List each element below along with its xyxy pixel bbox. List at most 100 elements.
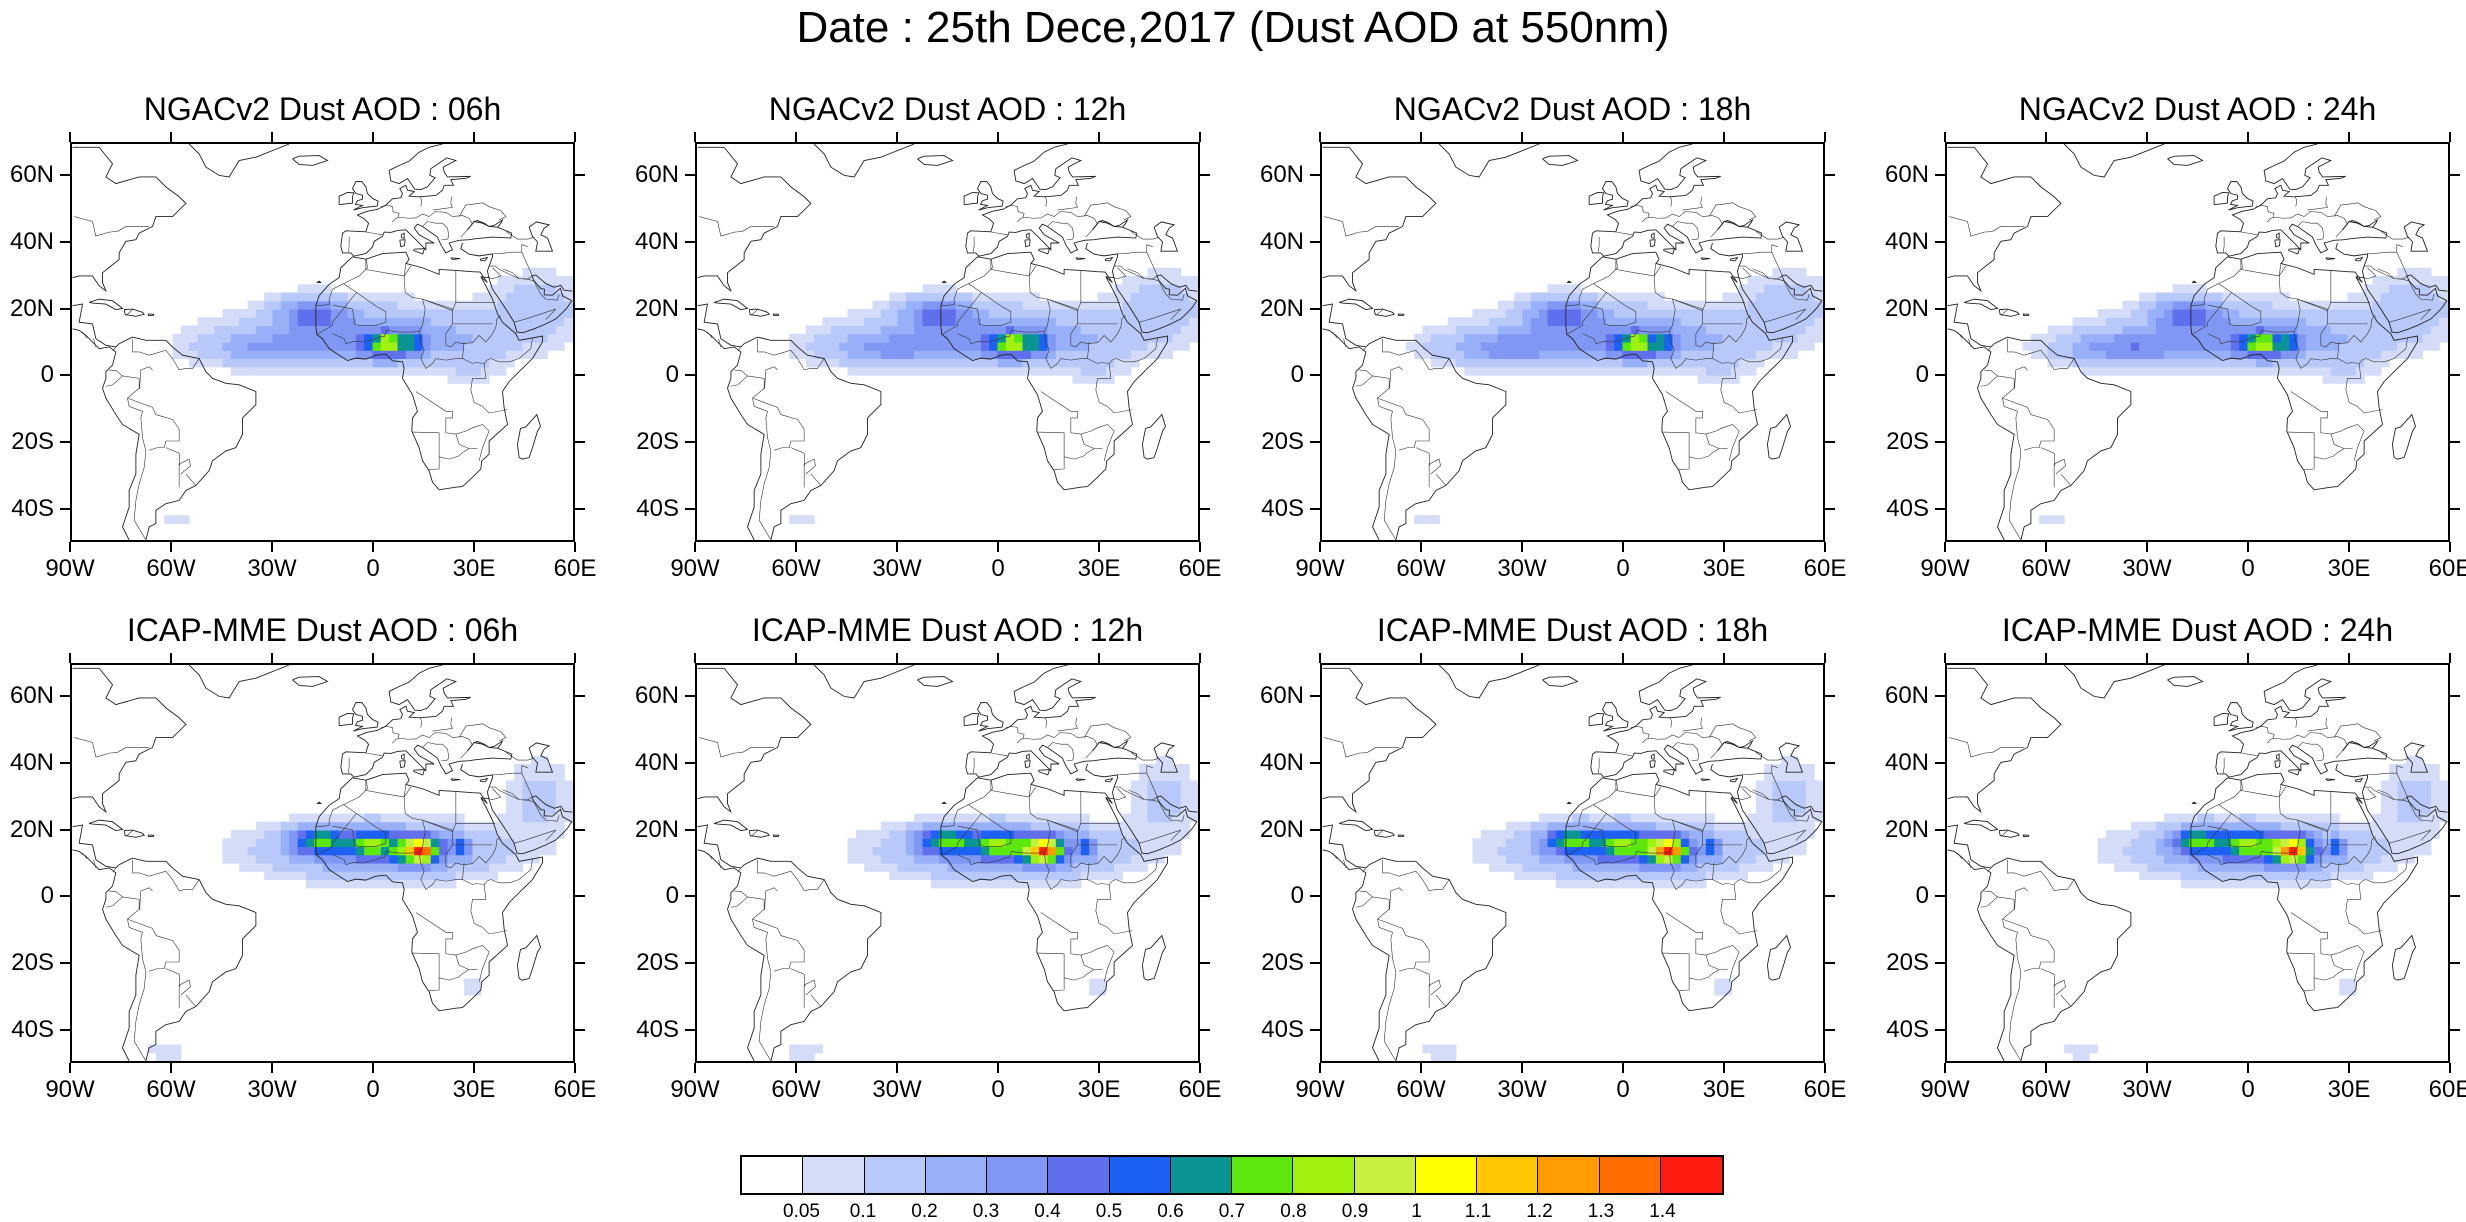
- colorbar-swatch: [925, 1157, 987, 1193]
- longitude-tick: [473, 542, 475, 552]
- longitude-tick: [1944, 1063, 1946, 1073]
- longitude-label: 30W: [1497, 555, 1547, 582]
- longitude-label: 0: [991, 1076, 1005, 1103]
- country-borders: [74, 717, 560, 1061]
- latitude-tick: [575, 962, 585, 964]
- aod-shading: [2022, 267, 2448, 525]
- longitude-label: 30W: [2122, 1076, 2172, 1103]
- longitude-label: 30E: [1077, 1076, 1121, 1103]
- longitude-label: 60E: [2428, 1076, 2466, 1103]
- latitude-tick: [1310, 307, 1320, 310]
- longitude-tick: [1199, 542, 1201, 552]
- longitude-tick: [170, 1063, 172, 1073]
- longitude-tick: [1521, 542, 1523, 552]
- longitude-tick: [69, 653, 71, 663]
- latitude-label: 40S: [1261, 494, 1304, 522]
- colorbar-tick-label: 1.2: [1526, 1201, 1553, 1222]
- longitude-tick: [372, 1063, 374, 1073]
- longitude-tick: [1622, 542, 1624, 552]
- latitude-label: 40S: [1261, 1015, 1304, 1043]
- dust-aod-map: [1322, 665, 1823, 1061]
- panel-title: ICAP-MME Dust AOD : 18h: [1376, 612, 1769, 648]
- dust-aod-map: [1947, 144, 2448, 540]
- latitude-tick: [575, 895, 585, 898]
- latitude-tick: [575, 307, 585, 310]
- dust-aod-map: [697, 144, 1198, 540]
- longitude-label: 90W: [670, 555, 720, 582]
- latitude-tick: [1310, 895, 1320, 898]
- longitude-label: 0: [2241, 555, 2255, 582]
- longitude-tick: [372, 132, 374, 142]
- longitude-label: 30E: [1077, 555, 1121, 582]
- longitude-tick: [2247, 542, 2249, 552]
- country-borders: [1324, 196, 1810, 540]
- longitude-tick: [997, 542, 999, 552]
- latitude-tick: [2450, 828, 2460, 831]
- longitude-label: 60E: [553, 1076, 597, 1103]
- colorbar-tick-label: 1.4: [1649, 1201, 1676, 1222]
- latitude-tick: [1935, 895, 1945, 898]
- longitude-tick: [1098, 653, 1100, 663]
- latitude-tick: [2450, 695, 2460, 698]
- latitude-label: 40S: [636, 494, 679, 522]
- longitude-tick: [574, 132, 576, 142]
- longitude-tick: [1723, 542, 1725, 552]
- longitude-tick: [2449, 653, 2451, 663]
- latitude-tick: [2450, 374, 2460, 377]
- latitude-tick: [1935, 962, 1945, 964]
- coastlines: [1947, 144, 2448, 540]
- panel-title: ICAP-MME Dust AOD : 24h: [2001, 612, 2394, 648]
- longitude-tick: [473, 1063, 475, 1073]
- longitude-tick: [170, 132, 172, 142]
- longitude-tick: [473, 653, 475, 663]
- panel-title: ICAP-MME Dust AOD : 06h: [126, 612, 519, 648]
- longitude-tick: [574, 1063, 576, 1073]
- longitude-tick: [372, 653, 374, 663]
- latitude-tick: [60, 895, 70, 898]
- latitude-tick: [575, 441, 585, 443]
- latitude-tick: [1935, 762, 1945, 764]
- latitude-tick: [2450, 895, 2460, 898]
- map-panel: [70, 142, 575, 542]
- latitude-label: 20N: [9, 294, 54, 322]
- longitude-label: 30E: [2327, 555, 2371, 582]
- colorbar-swatch: [987, 1157, 1049, 1193]
- aod-shading: [2064, 755, 2448, 1061]
- latitude-label: 40S: [11, 1015, 54, 1043]
- latitude-tick: [575, 762, 585, 764]
- longitude-tick: [1098, 1063, 1100, 1073]
- map-panel: [1945, 663, 2450, 1063]
- latitude-tick: [1310, 441, 1320, 443]
- longitude-tick: [1319, 1063, 1321, 1073]
- dust-aod-map: [72, 144, 573, 540]
- aod-shading: [164, 267, 573, 525]
- latitude-tick: [1825, 307, 1835, 310]
- coastlines: [1947, 665, 2448, 1061]
- longitude-tick: [1319, 653, 1321, 663]
- latitude-tick: [1200, 762, 1210, 764]
- longitude-tick: [170, 542, 172, 552]
- latitude-tick: [1200, 895, 1210, 898]
- latitude-tick: [60, 828, 70, 831]
- longitude-tick: [1098, 542, 1100, 552]
- latitude-tick: [1200, 828, 1210, 831]
- latitude-tick: [685, 762, 695, 764]
- longitude-label: 0: [991, 555, 1005, 582]
- latitude-tick: [1935, 507, 1945, 510]
- latitude-tick: [60, 507, 70, 510]
- latitude-label: 20S: [11, 428, 54, 455]
- latitude-tick: [1935, 307, 1945, 310]
- longitude-tick: [2045, 653, 2047, 663]
- latitude-label: 0: [665, 882, 679, 910]
- longitude-tick: [2449, 542, 2451, 552]
- latitude-label: 40N: [634, 749, 679, 776]
- colorbar-swatch: [1109, 1157, 1171, 1193]
- dust-aod-map: [72, 665, 573, 1061]
- latitude-tick: [60, 695, 70, 698]
- longitude-tick: [2348, 542, 2350, 552]
- longitude-label: 30E: [1702, 1076, 1746, 1103]
- panel-title: NGACv2 Dust AOD : 06h: [143, 91, 502, 127]
- colorbar-swatch: [1599, 1157, 1661, 1193]
- latitude-tick: [1825, 695, 1835, 698]
- latitude-tick: [60, 307, 70, 310]
